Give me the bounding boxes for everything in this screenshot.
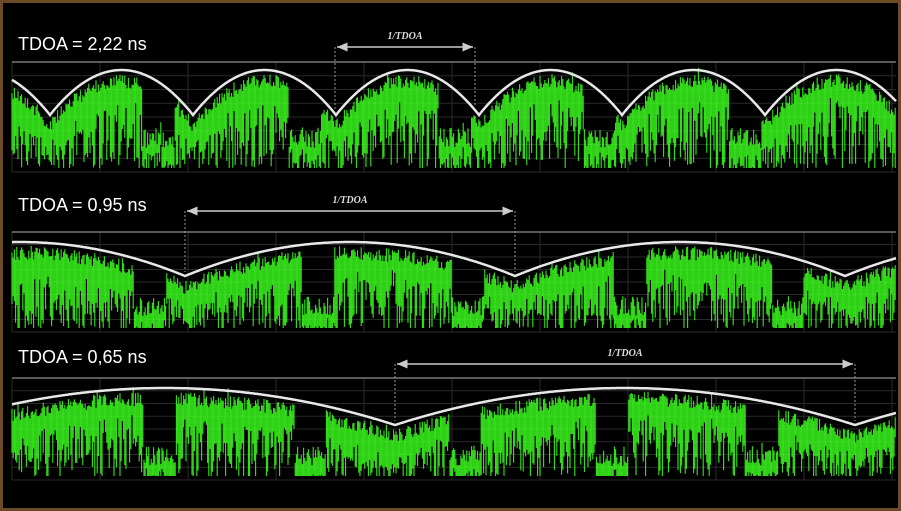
period-label: 1/TDOA: [608, 348, 643, 359]
envelope: [11, 68, 897, 117]
spectrum-trace: [11, 245, 896, 328]
envelope: [12, 240, 897, 278]
tdoa-label: TDOA = 2,22 ns: [18, 34, 147, 54]
period-label: 1/TDOA: [333, 195, 368, 206]
envelope: [11, 386, 897, 427]
spectrum-trace: [11, 67, 896, 168]
tdoa-label: TDOA = 0,95 ns: [18, 195, 147, 215]
tdoa-label: TDOA = 0,65 ns: [18, 347, 147, 367]
period-label: 1/TDOA: [388, 31, 423, 42]
spectrum-trace: [11, 387, 896, 476]
